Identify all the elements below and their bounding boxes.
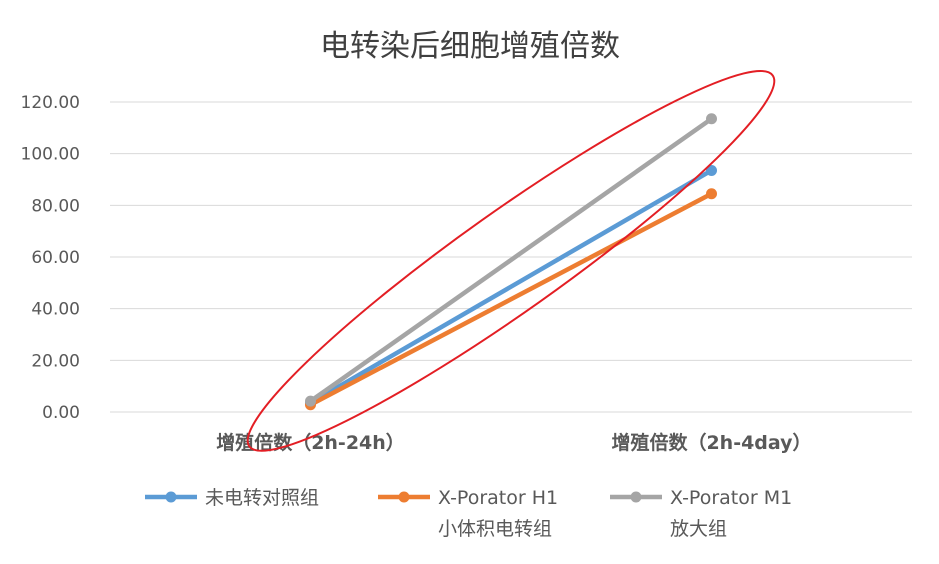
y-tick-label: 60.00 (31, 248, 80, 268)
x-category-label: 增殖倍数（2h-24h） (216, 431, 405, 454)
y-tick-label: 20.00 (31, 351, 80, 371)
legend-marker (398, 491, 410, 503)
chart-title: 电转染后细胞增殖倍数 (320, 29, 620, 64)
series-line (308, 191, 714, 408)
data-point (706, 164, 717, 176)
legend-marker (165, 491, 177, 503)
y-tick-label: 100.00 (21, 145, 80, 165)
series-line (308, 168, 714, 406)
data-point (305, 395, 316, 407)
y-axis-ticks: 0.00 20.00 40.00 60.00 80.00 100.00 120.00 (21, 93, 80, 423)
data-point (706, 188, 717, 200)
series-line (308, 116, 714, 404)
legend-label: 未电转对照组 (205, 487, 319, 509)
highlight-ellipse (246, 69, 776, 452)
legend-label: X-Porator H1 (438, 487, 558, 509)
x-axis-categories: 增殖倍数（2h-24h） 增殖倍数（2h-4day） (216, 431, 811, 454)
x-category-label: 增殖倍数（2h-4day） (611, 431, 811, 454)
legend-label: X-Porator M1 (670, 487, 792, 509)
y-tick-label: 40.00 (31, 300, 80, 320)
series-lines (305, 113, 717, 411)
annotation-layer (246, 69, 776, 452)
legend-marker (630, 491, 642, 503)
legend: 未电转对照组 X-Porator H1 小体积电转组 X-Porator M1 放大组 (145, 487, 792, 540)
data-point (706, 113, 717, 125)
y-tick-label: 80.00 (31, 196, 80, 216)
y-tick-label: 120.00 (21, 93, 80, 113)
y-tick-label: 0.00 (42, 403, 80, 423)
legend-label: 小体积电转组 (438, 518, 552, 540)
gridlines (110, 101, 912, 413)
legend-label: 放大组 (670, 518, 727, 540)
